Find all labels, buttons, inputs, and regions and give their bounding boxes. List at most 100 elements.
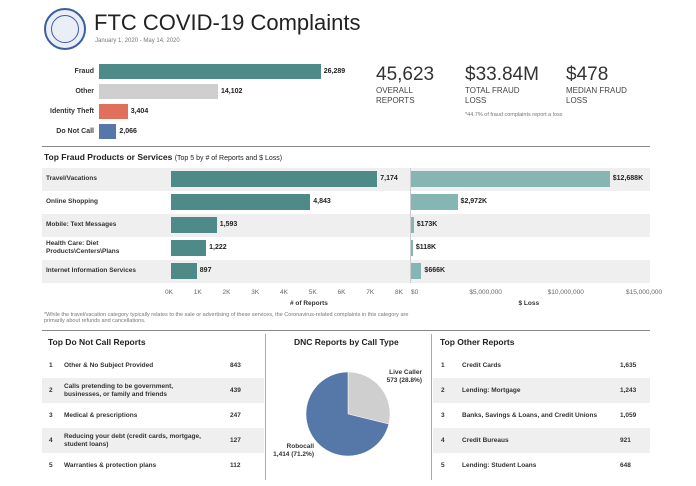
- fraud-category-label-line: Health Care: Diet: [46, 240, 99, 247]
- reports-bar: [171, 194, 311, 210]
- row-value: 439: [230, 387, 241, 394]
- reports-value-label: 7,174: [380, 175, 398, 182]
- loss-axis-tick: $5,000,000: [469, 289, 502, 296]
- row-rank: 3: [441, 412, 445, 419]
- loss-axis-tick: $10,000,000: [547, 289, 584, 296]
- row-rank: 4: [441, 437, 445, 444]
- row-rank: 5: [49, 462, 53, 469]
- row-value: 1,635: [620, 362, 637, 369]
- category-label: Other: [75, 88, 94, 95]
- axis-divider: [410, 168, 411, 283]
- row-rank: 5: [441, 462, 445, 469]
- footnote-line: *While the travel/vacation category typi…: [44, 312, 409, 318]
- category-bar: [99, 84, 218, 99]
- loss-bar: [411, 194, 458, 210]
- top-fraud-title: Top Fraud Products or Services (Top 5 by…: [44, 152, 282, 162]
- table-row: [433, 403, 650, 428]
- kpi-value: $33.84M: [465, 64, 539, 85]
- kpi-label: REPORTS: [376, 96, 415, 105]
- row-value: 112: [230, 462, 241, 469]
- kpi-label: MEDIAN FRAUD: [566, 86, 627, 95]
- row-label: Other & No Subject Provided: [64, 362, 154, 369]
- kpi-label: LOSS: [465, 96, 487, 105]
- other-table-title: Top Other Reports: [440, 337, 515, 347]
- section-divider: [42, 146, 650, 147]
- row-label: Warranties & protection plans: [64, 462, 157, 469]
- loss-axis-tick: $0: [411, 289, 419, 296]
- ftc-seal-logo: [44, 8, 86, 50]
- dnc-table-title: Top Do Not Call Reports: [48, 337, 146, 347]
- loss-value-label: $2,972K: [460, 198, 488, 205]
- reports-bar: [171, 171, 378, 187]
- reports-value-label: 4,843: [313, 198, 331, 205]
- loss-value-label: $12,688K: [612, 175, 644, 182]
- loss-bar: [411, 217, 414, 233]
- reports-axis-tick: 6K: [337, 289, 346, 296]
- row-rank: 1: [49, 362, 53, 369]
- row-rank: 3: [49, 412, 53, 419]
- table-row: [42, 378, 264, 403]
- reports-value-label: 1,593: [219, 221, 238, 228]
- reports-value-label: 897: [199, 267, 212, 274]
- reports-axis-label: # of Reports: [290, 300, 328, 307]
- fraud-category-label-line: Mobile: Text Messages: [46, 221, 117, 228]
- kpi-median-fraud-loss: $478 MEDIAN FRAUD LOSS: [566, 64, 627, 106]
- category-bar: [99, 124, 117, 139]
- row-label: Lending: Mortgage: [462, 387, 521, 394]
- reports-axis-tick: 3K: [251, 289, 260, 296]
- row-value: 247: [230, 412, 241, 419]
- table-row-band: [42, 191, 650, 214]
- pie-value-live-caller: 573 (28.8%): [386, 377, 422, 384]
- row-value: 1,243: [620, 387, 637, 394]
- reports-axis-tick: 5K: [308, 289, 317, 296]
- pie-label-robocall: Robocall: [286, 443, 314, 450]
- kpi-label: OVERALL: [376, 86, 413, 95]
- row-rank: 2: [49, 387, 53, 394]
- fraud-category-label: Online Shopping: [46, 198, 98, 206]
- fraud-category-label-line: Products\Centers\Plans: [46, 248, 120, 255]
- loss-bar: [411, 240, 413, 256]
- table-row: [433, 428, 650, 453]
- fraud-category-label-line: Online Shopping: [46, 198, 98, 205]
- reports-axis-tick: 4K: [280, 289, 288, 296]
- table-row: [42, 403, 264, 428]
- loss-bar: [411, 171, 610, 187]
- category-value-label: 2,066: [119, 128, 137, 135]
- table-row-band: [42, 214, 650, 237]
- date-range: January 1, 2020 - May 14, 2020: [95, 38, 180, 44]
- table-row: [433, 378, 650, 403]
- kpi-note: *44.7% of fraud complaints report a loss: [465, 112, 563, 118]
- row-label: Medical & prescriptions: [64, 412, 138, 419]
- fraud-category-label: Health Care: Diet Products\Centers\Plans: [46, 240, 119, 256]
- category-label: Fraud: [74, 68, 94, 75]
- pie-value-robocall: 1,414 (71.2%): [273, 451, 314, 458]
- row-label: Calls pretending to be government,: [64, 383, 174, 390]
- row-label: Lending: Student Loans: [462, 462, 537, 469]
- footnote: *While the travel/vacation category typi…: [44, 312, 654, 324]
- reports-bar: [171, 263, 197, 279]
- loss-value-label: $173K: [416, 221, 438, 228]
- reports-value-label: 1,222: [209, 244, 227, 251]
- row-label: Reducing your debt (credit cards, mortga…: [64, 433, 201, 440]
- row-rank: 1: [441, 362, 445, 369]
- loss-axis-label: $ Loss: [518, 300, 540, 307]
- page-title: FTC COVID-19 Complaints: [94, 10, 361, 35]
- category-bar: [99, 64, 321, 79]
- row-label: Credit Cards: [462, 362, 502, 369]
- kpi-overall-reports: 45,623 OVERALL REPORTS: [376, 64, 434, 106]
- category-bar: [99, 104, 128, 119]
- category-value-label: 14,102: [220, 88, 243, 95]
- row-label: Banks, Savings & Loans, and Credit Union…: [462, 412, 598, 419]
- section-divider: [42, 330, 650, 331]
- column-divider: [431, 334, 432, 480]
- reports-axis-tick: 0K: [165, 289, 173, 296]
- reports-axis-tick: 2K: [222, 289, 231, 296]
- reports-bar: [171, 217, 217, 233]
- table-row: [433, 453, 650, 478]
- loss-value-label: $666K: [424, 267, 446, 274]
- row-value: 921: [620, 437, 631, 444]
- row-value: 1,059: [620, 412, 637, 419]
- table-row: [433, 353, 650, 378]
- row-value: 648: [620, 462, 631, 469]
- pie-title: DNC Reports by Call Type: [294, 337, 399, 347]
